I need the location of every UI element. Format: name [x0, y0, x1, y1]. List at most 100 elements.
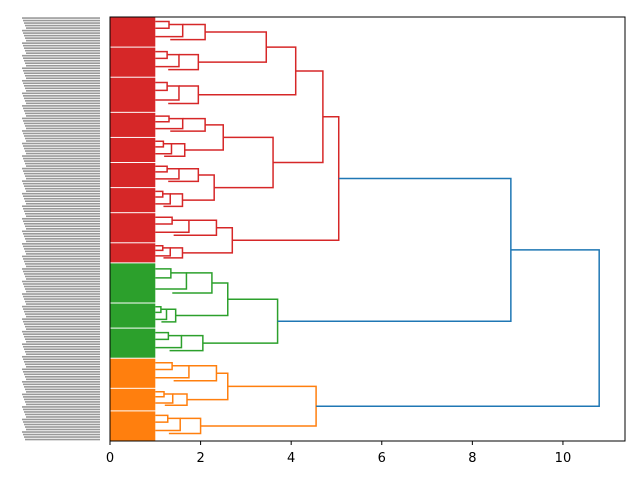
leaf-label — [23, 157, 100, 160]
leaf-label — [24, 110, 100, 112]
leaf-cluster — [110, 303, 156, 328]
leaf-label — [23, 320, 100, 323]
leaf-label — [24, 97, 100, 100]
leaf-label — [24, 285, 100, 288]
leaf-label — [24, 423, 100, 426]
dendrogram-link — [184, 124, 224, 151]
dendrogram-link — [277, 177, 512, 322]
dendrogram-link — [155, 417, 181, 432]
leaf-label — [25, 376, 100, 378]
leaf-label — [24, 398, 100, 401]
leaf-label — [26, 403, 100, 406]
leaf-label — [24, 147, 100, 150]
dendrogram-link — [155, 306, 162, 314]
leaf-label — [24, 22, 100, 24]
leaf-label — [22, 67, 100, 70]
leaf-label — [25, 49, 100, 52]
leaf-label — [26, 215, 100, 218]
dendrogram-link — [155, 23, 184, 38]
leaf-cluster — [110, 188, 156, 213]
leaf-label — [26, 290, 100, 293]
leaf-label — [25, 300, 100, 303]
leaf-cluster — [110, 358, 156, 388]
leaf-label — [22, 230, 100, 233]
leaf-label — [22, 343, 100, 346]
dendrogram-link — [155, 53, 180, 68]
dendrogram-link — [168, 85, 200, 105]
leaf-label — [24, 135, 100, 137]
dendrogram-link — [155, 245, 164, 252]
leaf-label — [22, 268, 100, 270]
dendrogram-link — [163, 193, 184, 208]
leaf-label — [23, 258, 100, 260]
x-axis: 0 2 4 6 8 10 — [106, 441, 571, 466]
dendrogram-link — [168, 53, 200, 71]
leaf-label — [26, 102, 100, 105]
leaf-label — [25, 325, 100, 328]
leaf-label — [23, 358, 100, 361]
leaf-cluster — [110, 47, 156, 77]
leaf-label — [25, 112, 100, 115]
dendrogram-link — [198, 31, 268, 63]
leaf-label — [23, 82, 100, 85]
dendrogram-link — [170, 23, 206, 41]
leaf-label — [26, 115, 100, 117]
leaf-label — [26, 202, 100, 205]
leaf-label — [25, 137, 100, 140]
leaf-label — [26, 177, 100, 180]
leaf-label — [22, 280, 100, 283]
leaf-label — [23, 245, 100, 248]
leaf-label — [25, 338, 100, 340]
dendrogram-link — [155, 334, 183, 349]
dendrogram-link — [198, 46, 297, 96]
dendrogram-link — [155, 272, 188, 290]
leaf-label — [22, 406, 100, 408]
dendrogram-link — [155, 140, 165, 148]
leaf-label — [24, 84, 100, 87]
leaf-label — [26, 27, 100, 29]
leaf-label — [24, 248, 100, 250]
leaf-cluster — [110, 112, 156, 137]
leaf-label — [24, 210, 100, 213]
leaf-label — [25, 426, 100, 428]
leaf-label — [23, 95, 100, 97]
leaf-label — [24, 273, 100, 275]
dendrogram-link — [155, 216, 173, 225]
leaf-label — [26, 253, 100, 255]
leaf-label — [26, 240, 100, 243]
dendrogram-link — [273, 70, 324, 164]
leaf-label — [25, 100, 100, 102]
leaf-label — [25, 37, 100, 39]
dendrogram-link — [155, 390, 165, 398]
dendrogram-link — [155, 115, 170, 123]
dendrogram-link — [168, 417, 202, 435]
dendrogram-link — [172, 272, 213, 294]
leaf-label — [25, 150, 100, 152]
leaf-label — [26, 315, 100, 318]
dendrogram-link — [155, 81, 168, 92]
dendrogram-link — [155, 117, 184, 130]
dendrogram-link — [155, 268, 172, 279]
dendrogram-link — [155, 308, 168, 321]
leaf-label — [26, 190, 100, 192]
leaf-label — [25, 275, 100, 278]
dendrogram-link — [155, 247, 171, 257]
x-tick-label: 6 — [378, 451, 386, 466]
leaf-label — [25, 288, 100, 290]
leaf-label — [23, 170, 100, 172]
leaf-label — [22, 130, 100, 132]
leaf-label — [24, 47, 100, 49]
dendrogram-link — [164, 142, 186, 157]
leaf-label — [22, 117, 100, 120]
leaf-cluster — [110, 213, 156, 243]
leaf-label — [26, 165, 100, 167]
leaf-label — [22, 29, 100, 32]
leaf-label — [24, 72, 100, 75]
leaf-label — [23, 345, 100, 348]
leaf-label — [24, 310, 100, 313]
leaf-label — [25, 24, 100, 27]
leaf-cluster — [110, 328, 156, 358]
leaf-label — [23, 233, 100, 235]
leaf-label — [22, 418, 100, 421]
